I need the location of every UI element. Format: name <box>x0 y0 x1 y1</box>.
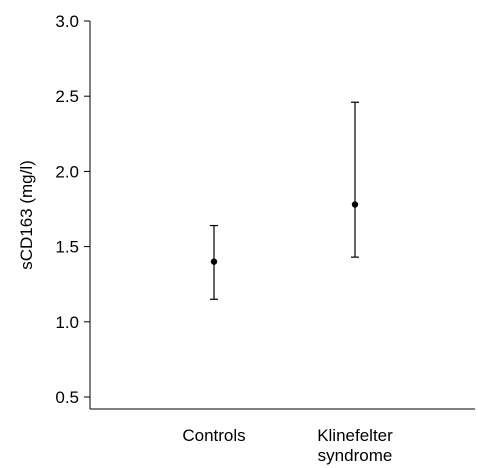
data-point-marker <box>351 201 359 208</box>
y-axis-title: sCD163 (mg/l) <box>17 160 36 270</box>
y-tick-label: 0.5 <box>55 388 79 407</box>
y-tick-label: 2.0 <box>55 162 79 181</box>
y-tick-label: 2.5 <box>55 87 79 106</box>
y-ticks: 0.5 1.0 1.5 2.0 2.5 3.0 <box>55 12 90 407</box>
y-tick-label: 1.5 <box>55 238 79 257</box>
x-category-label: syndrome <box>318 446 393 465</box>
y-tick-label: 3.0 <box>55 12 79 31</box>
y-tick-label: 1.0 <box>55 313 79 332</box>
data-point-marker <box>210 258 218 265</box>
data-points <box>210 101 359 300</box>
x-category-label: Controls <box>182 426 245 445</box>
x-category-label: Klinefelter <box>317 426 393 445</box>
